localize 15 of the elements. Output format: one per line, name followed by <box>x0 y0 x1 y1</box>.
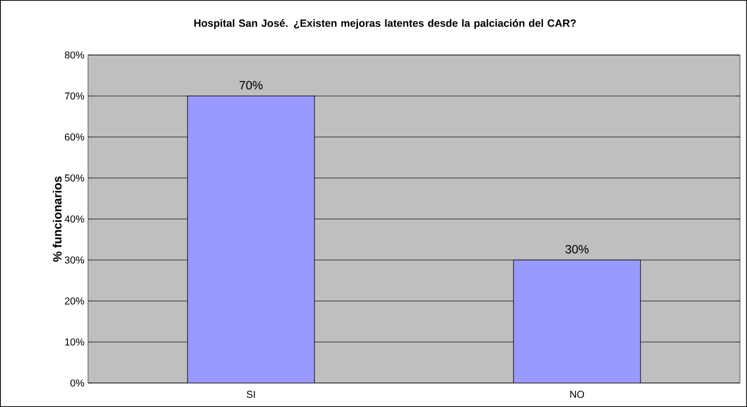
y-axis-title: % funcionarios <box>52 176 62 262</box>
y-tick-label: 20% <box>64 297 84 305</box>
x-tick-label: NO <box>570 390 584 398</box>
y-tick-label: 50% <box>64 174 84 182</box>
y-tick-label: 0% <box>70 379 84 387</box>
y-tick-label: 80% <box>64 51 84 59</box>
y-tick-label: 10% <box>65 338 84 346</box>
y-tick-label: 40% <box>64 215 84 223</box>
data-label: 70% <box>240 80 263 90</box>
y-tick-label: 70% <box>64 92 84 100</box>
y-tick-label: 60% <box>64 133 84 141</box>
chart-title: Hospital San José. ¿Existen mejoras latentes desde la palciación del CAR? <box>194 19 576 29</box>
y-tick-label: 30% <box>64 256 84 264</box>
x-tick-label: SI <box>246 390 255 398</box>
data-label: 30% <box>565 244 589 254</box>
